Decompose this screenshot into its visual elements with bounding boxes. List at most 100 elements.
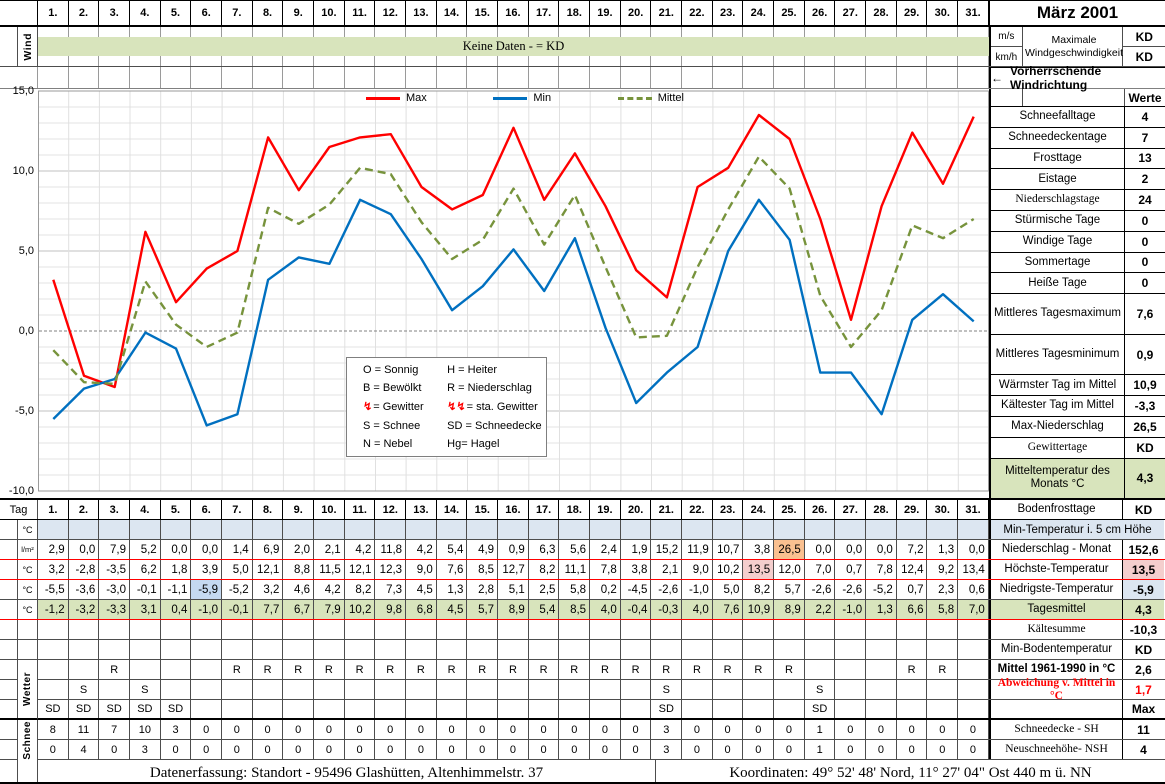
table-row-wetter-sd: SD SD SD SD SD SD SD Max [0, 700, 1165, 720]
cell-hoechste-day-27: 0,7 [835, 560, 867, 579]
cell-leer2-day-27 [835, 640, 867, 659]
cell-leer2-day-21 [651, 640, 683, 659]
grid-cell [283, 56, 315, 66]
stat-value: KD [1136, 440, 1154, 455]
cell-leer1-day-6 [191, 620, 223, 639]
cell-hoechste-day-8: 12,1 [253, 560, 284, 579]
cell-neuschnee-day-18: 0 [559, 740, 591, 759]
legend-item-max: Max [366, 92, 427, 104]
cell-neuschnee-day-14: 0 [437, 740, 468, 759]
day-header-22: 22. [682, 1, 713, 25]
day-values: 2,9 0,0 7,9 5,2 0,0 0,0 1,4 6,9 2,0 2,1 4,2 11,8 4,2… [38, 540, 989, 559]
series-line-min [52, 198, 975, 427]
cell-leer2-day-10 [314, 640, 345, 659]
cell-neuschnee-day-29: 0 [897, 740, 928, 759]
cell-tagesmittel-day-31: 7,0 [958, 600, 989, 619]
cell-leer1-day-30 [927, 620, 959, 639]
cell-wetter-s-day-9 [283, 680, 315, 699]
cell-neuschnee-day-9: 0 [283, 740, 315, 759]
legend-label: Min [533, 92, 552, 104]
cell-tagesmittel-day-5: 0,4 [160, 600, 192, 619]
cell-min5cm-day-12 [375, 520, 407, 539]
cell-hoechste-day-22: 9,0 [682, 560, 713, 579]
cell-wetter-sd-day-2: SD [69, 700, 100, 718]
day-header-3: 3. [99, 500, 131, 519]
cell-leer1-day-10 [314, 620, 345, 639]
cell-hoechste-day-23: 10,2 [713, 560, 744, 579]
cell-tagesmittel-day-25: 8,9 [774, 600, 805, 619]
code-legend-entry: ↯↯= sta. Gewitter [447, 400, 546, 413]
cell-wetter-sd-day-30 [927, 700, 959, 718]
grid-cell [130, 67, 161, 88]
cell-leer2-day-5 [161, 640, 192, 659]
cell-wetter-r-day-6 [191, 660, 223, 679]
day-header-17: 17. [529, 500, 560, 519]
cell-wetter-s-day-28 [866, 680, 897, 699]
table-row-hoechste: °C 3,2 -2,8 -3,5 6,2 1,8 3,9 5,0 12,1 8,8 11,5 12,1… [0, 560, 1165, 580]
grid-cell [805, 56, 836, 66]
table-day-headers: 1. 2. 3. 4. 5. 6. 7. 8. 9. 10. 11. 12. 13. 14. 15. 16. 1… [38, 500, 989, 519]
cell-wetter-sd-day-10 [314, 700, 345, 718]
spacer [0, 67, 38, 88]
cell-wetter-r-day-13: R [406, 660, 437, 679]
cell-niederschlag-day-13: 4,2 [406, 540, 437, 559]
grid-cell [498, 56, 529, 66]
cell-leer1-day-17 [529, 620, 560, 639]
grid-cell [161, 56, 192, 66]
legend-line-swatch [617, 96, 652, 100]
cell-niedrigste-day-28: -5,2 [866, 580, 897, 599]
cell-tagesmittel-day-27: -1,0 [835, 600, 867, 619]
cell-niedrigste-day-21: -2,6 [651, 580, 683, 599]
legend-item-min: Min [493, 92, 551, 104]
cell-wetter-s-day-10 [314, 680, 345, 699]
cell-niedrigste-day-31: 0,6 [958, 580, 989, 599]
stat-label: Mittleres Tagesminimum [991, 334, 1125, 375]
cell-wetter-sd-day-11 [345, 700, 376, 718]
cell-wetter-s-day-16 [498, 680, 529, 699]
cell-wetter-r-day-4 [130, 660, 161, 679]
cell-niedrigste-day-11: 8,2 [345, 580, 376, 599]
lightning-icon: ↯↯ [447, 401, 466, 414]
cell-neuschnee-day-15: 0 [467, 740, 499, 759]
footer: Datenerfassung: Standort - 95496 Glashüt… [0, 760, 1165, 782]
cell-niederschlag-day-31: 0,0 [958, 540, 989, 559]
stat-label: Schneefalltage [991, 107, 1125, 127]
cell-wetter-r-day-1 [38, 660, 69, 679]
chart-section: 15,0 10,0 5,0 0,0 -5,0 -10,0 Max Min Mittel O =… [0, 85, 1165, 499]
stat-label: Max-Niederschlag [991, 416, 1125, 437]
code-legend-entry: SD = Schneedecke [447, 420, 546, 432]
grid-cell [191, 56, 223, 66]
stat-value: -3,3 [1134, 399, 1156, 414]
grid-cell [99, 27, 131, 37]
code-legend-entry: N = Nebel [363, 438, 447, 450]
cell-wetter-sd-day-31 [958, 700, 989, 718]
cell-tagesmittel-day-30: 5,8 [927, 600, 959, 619]
cell-leer1-day-29 [897, 620, 928, 639]
cell-min5cm-day-26 [804, 520, 836, 539]
grid-cell [130, 56, 161, 66]
grid-cell [345, 56, 376, 66]
direction-grid [38, 67, 989, 88]
tag-label: Tag [0, 500, 38, 519]
cell-leer1-day-20 [621, 620, 652, 639]
day-header-18: 18. [559, 500, 591, 519]
day-header-14: 14. [437, 1, 468, 25]
cell-niedrigste-day-18: 5,8 [559, 580, 591, 599]
code-legend-text: B = Bewölkt [363, 382, 422, 395]
code-legend-text: S = Schnee [363, 419, 421, 432]
cell-hoechste-day-5: 1,8 [161, 560, 192, 579]
cell-tagesmittel-day-26: 2,2 [804, 600, 836, 619]
cell-niederschlag-day-2: 0,0 [69, 540, 100, 559]
stat-label: Schneedeckentage [991, 127, 1125, 148]
day-header-19: 19. [590, 500, 621, 519]
max-wind-value-ms: KD [1123, 27, 1165, 47]
cell-wetter-r-day-26 [805, 660, 836, 679]
cell-leer2-day-3 [99, 640, 131, 659]
sidebar-row-value: 152,6 [1128, 542, 1159, 557]
sidebar-row-label [989, 700, 1123, 718]
grid-cell [222, 67, 253, 88]
cell-wetter-s-day-5 [161, 680, 192, 699]
cell-wetter-sd-day-19 [590, 700, 621, 718]
grid-cell [69, 27, 100, 37]
day-header-4: 4. [130, 500, 161, 519]
